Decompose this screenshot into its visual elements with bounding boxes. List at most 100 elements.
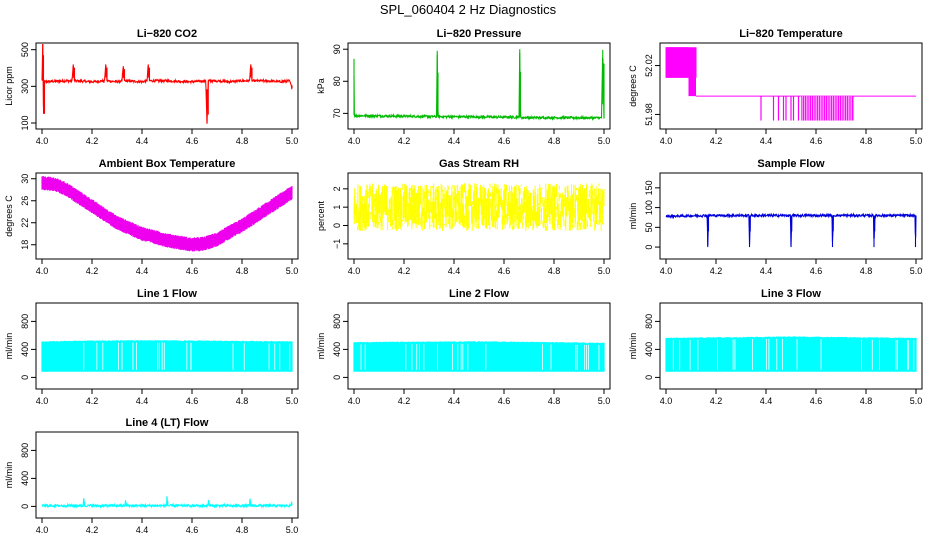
panel-title: Sample Flow <box>757 158 825 170</box>
x-tick-label: 5.0 <box>286 396 299 406</box>
y-tick-label: 400 <box>644 342 654 357</box>
series-upper-band <box>41 340 293 372</box>
panel-line-1-flow: Line 1 Flow 4.0 4.2 4.4 4.6 4.8 5.0 0 400 800 ml/m… <box>4 288 299 406</box>
y-tick-label: 52.02 <box>644 54 654 77</box>
y-tick-label: 80 <box>332 76 342 86</box>
series-temperature-fill <box>666 47 689 78</box>
x-tick-label: 4.6 <box>498 266 511 276</box>
panel-title: Li−820 Temperature <box>739 28 842 40</box>
plot-frame <box>347 172 611 260</box>
y-axis-label: ml/min <box>628 203 638 230</box>
data-area <box>41 496 293 509</box>
x-tick-label: 5.0 <box>286 525 299 535</box>
y-tick-label: 100 <box>644 200 654 215</box>
x-tick-label: 4.6 <box>810 396 823 406</box>
panel-title: Li−820 Pressure <box>437 28 522 40</box>
panel-line-2-flow: Line 2 Flow 4.0 4.2 4.4 4.6 4.8 5.0 0 400 800 ml/m… <box>316 288 611 406</box>
y-tick-label: 1 <box>332 205 342 210</box>
data-area <box>41 176 293 252</box>
y-tick-label: −1 <box>332 239 342 249</box>
y-tick-label: 50 <box>644 222 654 232</box>
x-tick-label: 4.2 <box>710 136 723 146</box>
x-tick-label: 5.0 <box>910 136 923 146</box>
panel-title: Line 4 (LT) Flow <box>126 417 209 429</box>
y-tick-label: 2 <box>332 186 342 191</box>
x-tick-label: 4.4 <box>448 396 461 406</box>
x-tick-label: 4.0 <box>660 396 673 406</box>
x-tick-label: 4.2 <box>86 525 99 535</box>
x-tick-label: 4.6 <box>810 266 823 276</box>
series-co2 <box>41 44 293 124</box>
y-tick-label: 90 <box>332 44 342 54</box>
x-tick-label: 4.8 <box>860 136 873 146</box>
x-tick-label: 4.0 <box>348 266 361 276</box>
data-area <box>665 336 917 372</box>
x-tick-label: 4.8 <box>548 136 561 146</box>
y-tick-label: 100 <box>20 115 30 130</box>
x-tick-label: 4.2 <box>710 266 723 276</box>
x-tick-label: 4.6 <box>186 396 199 406</box>
x-tick-label: 4.8 <box>236 525 249 535</box>
x-tick-label: 5.0 <box>598 136 611 146</box>
y-axis-label: degrees C <box>628 65 638 107</box>
y-tick-label: 22 <box>20 218 30 228</box>
x-tick-label: 4.2 <box>398 136 411 146</box>
y-tick-label: 400 <box>332 342 342 357</box>
y-tick-label: 0 <box>332 223 342 228</box>
x-tick-label: 4.0 <box>36 525 49 535</box>
panel-li-820-temperature: Li−820 Temperature 4.0 4.2 4.4 4.6 4.8 5.0 51.9… <box>628 28 923 146</box>
x-tick-label: 5.0 <box>286 136 299 146</box>
panel-ambient-box-temperature: Ambient Box Temperature 4.0 4.2 4.4 4.6 4.8 5.… <box>4 158 299 276</box>
plot-frame <box>347 42 611 130</box>
panel-li-820-pressure: Li−820 Pressure 4.0 4.2 4.4 4.6 4.8 5.0 70 80 90 k… <box>316 28 611 146</box>
y-tick-label: 400 <box>20 471 30 486</box>
x-tick-label: 4.2 <box>86 266 99 276</box>
y-axis-label: Licor ppm <box>4 66 14 106</box>
x-tick-label: 4.0 <box>348 396 361 406</box>
y-tick-label: 800 <box>20 443 30 458</box>
y-tick-label: 18 <box>20 240 30 250</box>
x-tick-label: 4.0 <box>36 136 49 146</box>
y-tick-label: 500 <box>20 42 30 57</box>
data-area <box>353 341 605 372</box>
y-axis-label: percent <box>316 200 326 231</box>
x-tick-label: 4.2 <box>398 266 411 276</box>
y-axis-label: ml/min <box>316 333 326 360</box>
x-tick-label: 4.4 <box>448 266 461 276</box>
y-tick-label: 51.98 <box>644 103 654 126</box>
series-rh <box>353 183 605 231</box>
x-tick-label: 4.4 <box>136 396 149 406</box>
y-tick-label: 0 <box>644 245 654 250</box>
y-tick-label: 0 <box>20 504 30 509</box>
x-tick-label: 5.0 <box>598 266 611 276</box>
x-tick-label: 4.8 <box>860 266 873 276</box>
y-tick-label: 300 <box>20 79 30 94</box>
x-tick-label: 4.4 <box>136 266 149 276</box>
x-tick-label: 4.0 <box>36 396 49 406</box>
x-tick-label: 4.0 <box>348 136 361 146</box>
series-upper-band <box>353 341 605 372</box>
plot-frame <box>35 172 299 260</box>
panel-title: Ambient Box Temperature <box>99 158 236 170</box>
x-tick-label: 4.2 <box>86 396 99 406</box>
y-tick-label: 0 <box>20 375 30 380</box>
x-tick-label: 4.0 <box>36 266 49 276</box>
x-tick-label: 4.6 <box>498 396 511 406</box>
figure-title: SPL_060404 2 Hz Diagnostics <box>380 2 557 17</box>
x-tick-label: 5.0 <box>910 396 923 406</box>
x-tick-label: 4.8 <box>236 136 249 146</box>
x-tick-label: 4.8 <box>236 266 249 276</box>
x-tick-label: 4.4 <box>448 136 461 146</box>
panel-title: Line 3 Flow <box>761 288 821 300</box>
x-tick-label: 4.2 <box>86 136 99 146</box>
plot-frame <box>347 302 611 390</box>
y-tick-label: 0 <box>332 375 342 380</box>
x-tick-label: 4.6 <box>498 136 511 146</box>
series-upper-band <box>665 336 917 372</box>
plot-frame <box>659 172 923 260</box>
panel-title: Li−820 CO2 <box>137 28 197 40</box>
y-tick-label: 800 <box>332 314 342 329</box>
x-tick-label: 4.2 <box>398 396 411 406</box>
y-tick-label: 70 <box>332 108 342 118</box>
data-area <box>665 47 916 121</box>
